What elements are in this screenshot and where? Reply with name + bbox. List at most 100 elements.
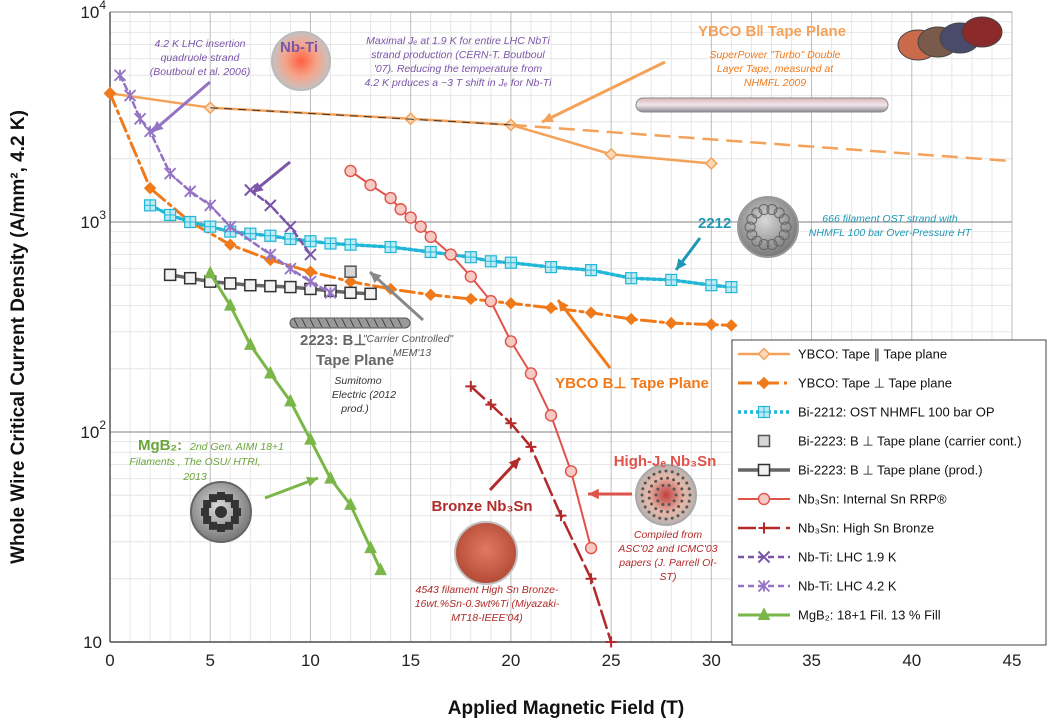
rrp-note-line: papers (J. Parrell OI- (618, 557, 717, 569)
data-point-detail (465, 251, 477, 263)
data-point-detail (425, 246, 437, 258)
nbti-title: Nb-Ti (280, 39, 318, 56)
rrp-title: High-Jₑ Nb₃Sn (614, 453, 717, 470)
rrp-filament (677, 482, 681, 486)
data-point (224, 220, 237, 233)
data-point (544, 409, 558, 422)
rrp-filament (650, 484, 654, 488)
nbti-note2-line: strand production (CERN-T. Boutboul (371, 49, 545, 61)
bi2223-tape-texture (317, 318, 323, 328)
rrp-filament (685, 505, 689, 509)
bi2212-filament (780, 221, 792, 233)
data-point (143, 125, 157, 138)
rrp-filament (654, 479, 658, 483)
legend-box (731, 339, 1047, 646)
data-point (203, 101, 217, 115)
rrp-filament (680, 487, 684, 491)
rrp-filament (650, 502, 654, 506)
rrp-filament (687, 487, 691, 491)
legend-entry: Nb-Ti: LHC 1.9 K (738, 550, 897, 565)
data-point (605, 636, 617, 648)
rrp-filament (676, 514, 680, 518)
data-point-detail (324, 237, 336, 249)
legend: YBCO: Tape ∥ Tape plane YBCO: Tape ⊥ Tape… (731, 339, 1047, 646)
rrp-filament (667, 503, 671, 507)
mgb2-title: MgB₂: (138, 437, 182, 454)
rrp-note-line: ASC'02 and ICMC'03 (617, 543, 717, 555)
data-point (424, 288, 437, 302)
data-point (757, 376, 771, 390)
data-point (757, 607, 771, 620)
rrp-filament (654, 507, 658, 511)
legend-label: YBCO: Tape ∥ Tape plane (798, 347, 947, 362)
rrp-filament (666, 476, 670, 480)
data-point (264, 279, 277, 293)
series-mgb- (203, 265, 387, 576)
bi2212-note-line: NHMFL 100 bar Over-Pressure HT (809, 227, 973, 239)
bi2212-strand-image (737, 196, 799, 258)
data-point (524, 367, 538, 380)
data-point (394, 203, 407, 216)
data-point (584, 306, 598, 319)
legend-entry: Bi-2223: B ⊥ Tape plane (prod.) (738, 463, 983, 478)
rrp-filament (647, 496, 651, 500)
data-point (757, 434, 771, 448)
x-tick-label: 45 (1003, 651, 1022, 670)
x-tick-label: 35 (802, 651, 821, 670)
x-tick-label: 20 (501, 651, 520, 670)
rrp-filament (641, 487, 645, 491)
annotation-arrowhead (676, 258, 687, 270)
bi2212-filament (773, 235, 785, 247)
series-line (118, 73, 332, 295)
bi2212-filament (758, 239, 770, 251)
data-point-detail (625, 272, 637, 284)
series-line (108, 91, 733, 327)
data-point (604, 147, 618, 161)
rrp-filament (681, 476, 685, 480)
data-point (244, 278, 257, 292)
annotation-arrow (541, 60, 666, 124)
nbti-note1-line: (Boutboul et al. 2006) (150, 66, 250, 78)
nbti-note2-line: 4.2 K prduces a ~3 T shift in Jₑ for Nb-… (365, 77, 553, 89)
ybco-par-note-line: NHMFL 2009 (744, 77, 806, 89)
series-line (148, 203, 734, 289)
data-point-detail (304, 235, 316, 247)
data-point (304, 248, 317, 261)
rrp-filament (674, 493, 678, 497)
rrp-filament (664, 517, 668, 521)
data-point (757, 347, 771, 361)
legend-entry: MgB₂: 18+1 Fil. 13 % Fill (738, 607, 941, 623)
rrp-filament (654, 493, 658, 497)
nbti-note1-line: 4.2 K LHC insertion (154, 38, 245, 50)
rrp-filament (661, 503, 665, 507)
rrp-filament (672, 499, 676, 503)
data-point (324, 286, 337, 299)
bi2212-title: 2212 (698, 215, 731, 232)
data-point-detail (204, 221, 216, 233)
data-point-detail (758, 406, 770, 418)
y-axis-title: Whole Wire Critical Current Density (A/m… (8, 110, 29, 564)
data-point (504, 297, 518, 310)
rrp-filament (676, 472, 680, 476)
legend-entry: Nb₃Sn: Internal Sn RRP® (738, 492, 947, 507)
lab-logo-image (961, 16, 1003, 48)
bi2223-tape-texture (309, 318, 315, 328)
series-nb-ti (244, 183, 317, 261)
x-tick-label: 10 (301, 651, 320, 670)
data-point (224, 277, 237, 290)
data-point-detail (385, 241, 397, 253)
nbti-strand-image (271, 31, 331, 91)
mgb2-filament (230, 516, 239, 524)
rrp-filament (658, 470, 662, 474)
x-tick-label: 15 (401, 651, 420, 670)
rrp-filament (681, 510, 685, 514)
mgb2-filament (217, 492, 225, 500)
data-point-detail (184, 216, 196, 228)
bi2212-filament (758, 203, 770, 215)
annotations: Nb-Ti 4.2 K LHC insertion quadruole stra… (129, 23, 972, 624)
rrp-filament (652, 514, 656, 518)
data-point (704, 156, 718, 171)
annotation-arrowhead (508, 458, 520, 470)
data-point (244, 337, 257, 350)
legend-label: Nb-Ti: LHC 4.2 K (798, 579, 897, 594)
